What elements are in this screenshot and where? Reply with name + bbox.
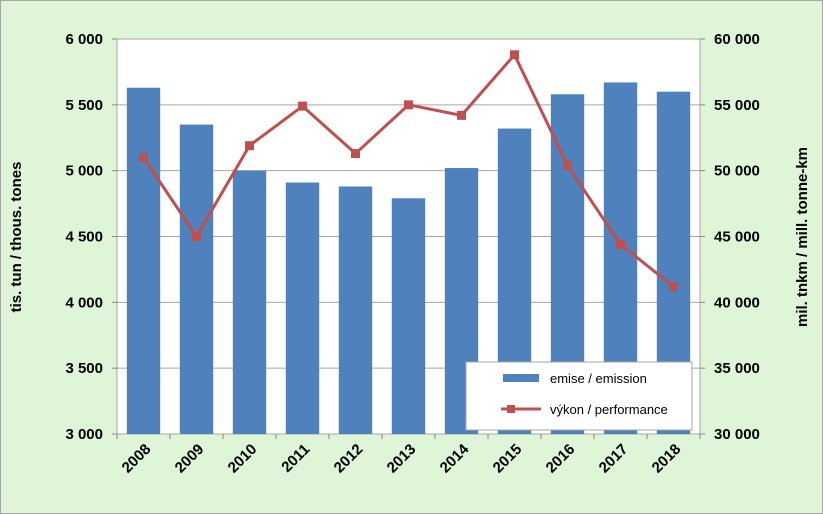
x-tick-label: 2013 — [384, 441, 420, 477]
legend-box — [465, 361, 693, 431]
right-tick-label: 40 000 — [714, 294, 760, 311]
x-axis-ticks: 2008 2009 2010 2011 2012 2013 2014 2015 2016 2017… — [119, 440, 685, 476]
left-tick-label: 6 000 — [65, 31, 103, 48]
legend-label-emission: emise / emission — [550, 371, 647, 386]
right-tick-label: 30 000 — [714, 426, 760, 443]
bar-2008 — [126, 87, 161, 434]
right-axis-ticks: 30 000 35 000 40 000 45 000 50 000 55 000 60 0… — [714, 31, 760, 443]
point-2013 — [404, 100, 413, 110]
point-2017 — [616, 239, 625, 249]
bar-2012 — [338, 186, 373, 434]
left-tick-label: 3 500 — [65, 360, 103, 377]
left-axis-ticks: 3 000 3 500 4 000 4 500 5 000 5 500 6 000 — [65, 31, 103, 443]
right-tick-label: 45 000 — [714, 229, 760, 246]
right-tick-label: 35 000 — [714, 360, 760, 377]
x-tick-label: 2016 — [543, 441, 579, 477]
bar-2013 — [391, 198, 426, 434]
x-tick-label: 2017 — [596, 441, 632, 477]
x-tick-label: 2010 — [225, 441, 261, 477]
bar-2010 — [232, 170, 267, 434]
point-2014 — [457, 110, 466, 120]
left-tick-label: 5 000 — [65, 163, 103, 180]
right-tick-label: 55 000 — [714, 97, 760, 114]
left-tick-label: 4 500 — [65, 229, 103, 246]
point-2010 — [245, 141, 254, 151]
bar-2009 — [179, 124, 214, 434]
x-tick-label: 2008 — [119, 441, 155, 477]
point-2015 — [510, 50, 519, 60]
point-2009 — [192, 232, 201, 241]
right-tick-label: 60 000 — [714, 31, 760, 48]
legend-label-performance: výkon / performance — [550, 402, 668, 417]
legend-marker-swatch — [507, 405, 515, 413]
legend-bar-swatch — [503, 374, 539, 382]
line-series-performance — [139, 50, 678, 292]
legend: emise / emission výkon / performance — [465, 361, 693, 431]
point-2016 — [563, 160, 572, 170]
x-tick-label: 2009 — [172, 441, 208, 477]
left-axis-title: tis. tun / thous. tones — [8, 162, 25, 313]
x-tick-label: 2015 — [490, 441, 526, 477]
right-tick-label: 50 000 — [714, 163, 760, 180]
left-tick-label: 5 500 — [65, 97, 103, 114]
point-2018 — [669, 282, 678, 292]
x-tick-label: 2012 — [331, 441, 367, 477]
x-tick-label: 2014 — [437, 440, 473, 476]
left-tick-label: 4 000 — [65, 294, 103, 311]
point-2008 — [139, 153, 148, 162]
x-tick-label: 2011 — [278, 441, 313, 476]
point-2011 — [298, 101, 307, 111]
x-tick-label: 2018 — [649, 441, 685, 477]
left-tick-label: 3 000 — [65, 426, 103, 443]
point-2012 — [351, 149, 360, 159]
bar-2011 — [285, 182, 320, 434]
right-axis-title: mil. tnkm / mill. tonne-km — [794, 147, 811, 327]
